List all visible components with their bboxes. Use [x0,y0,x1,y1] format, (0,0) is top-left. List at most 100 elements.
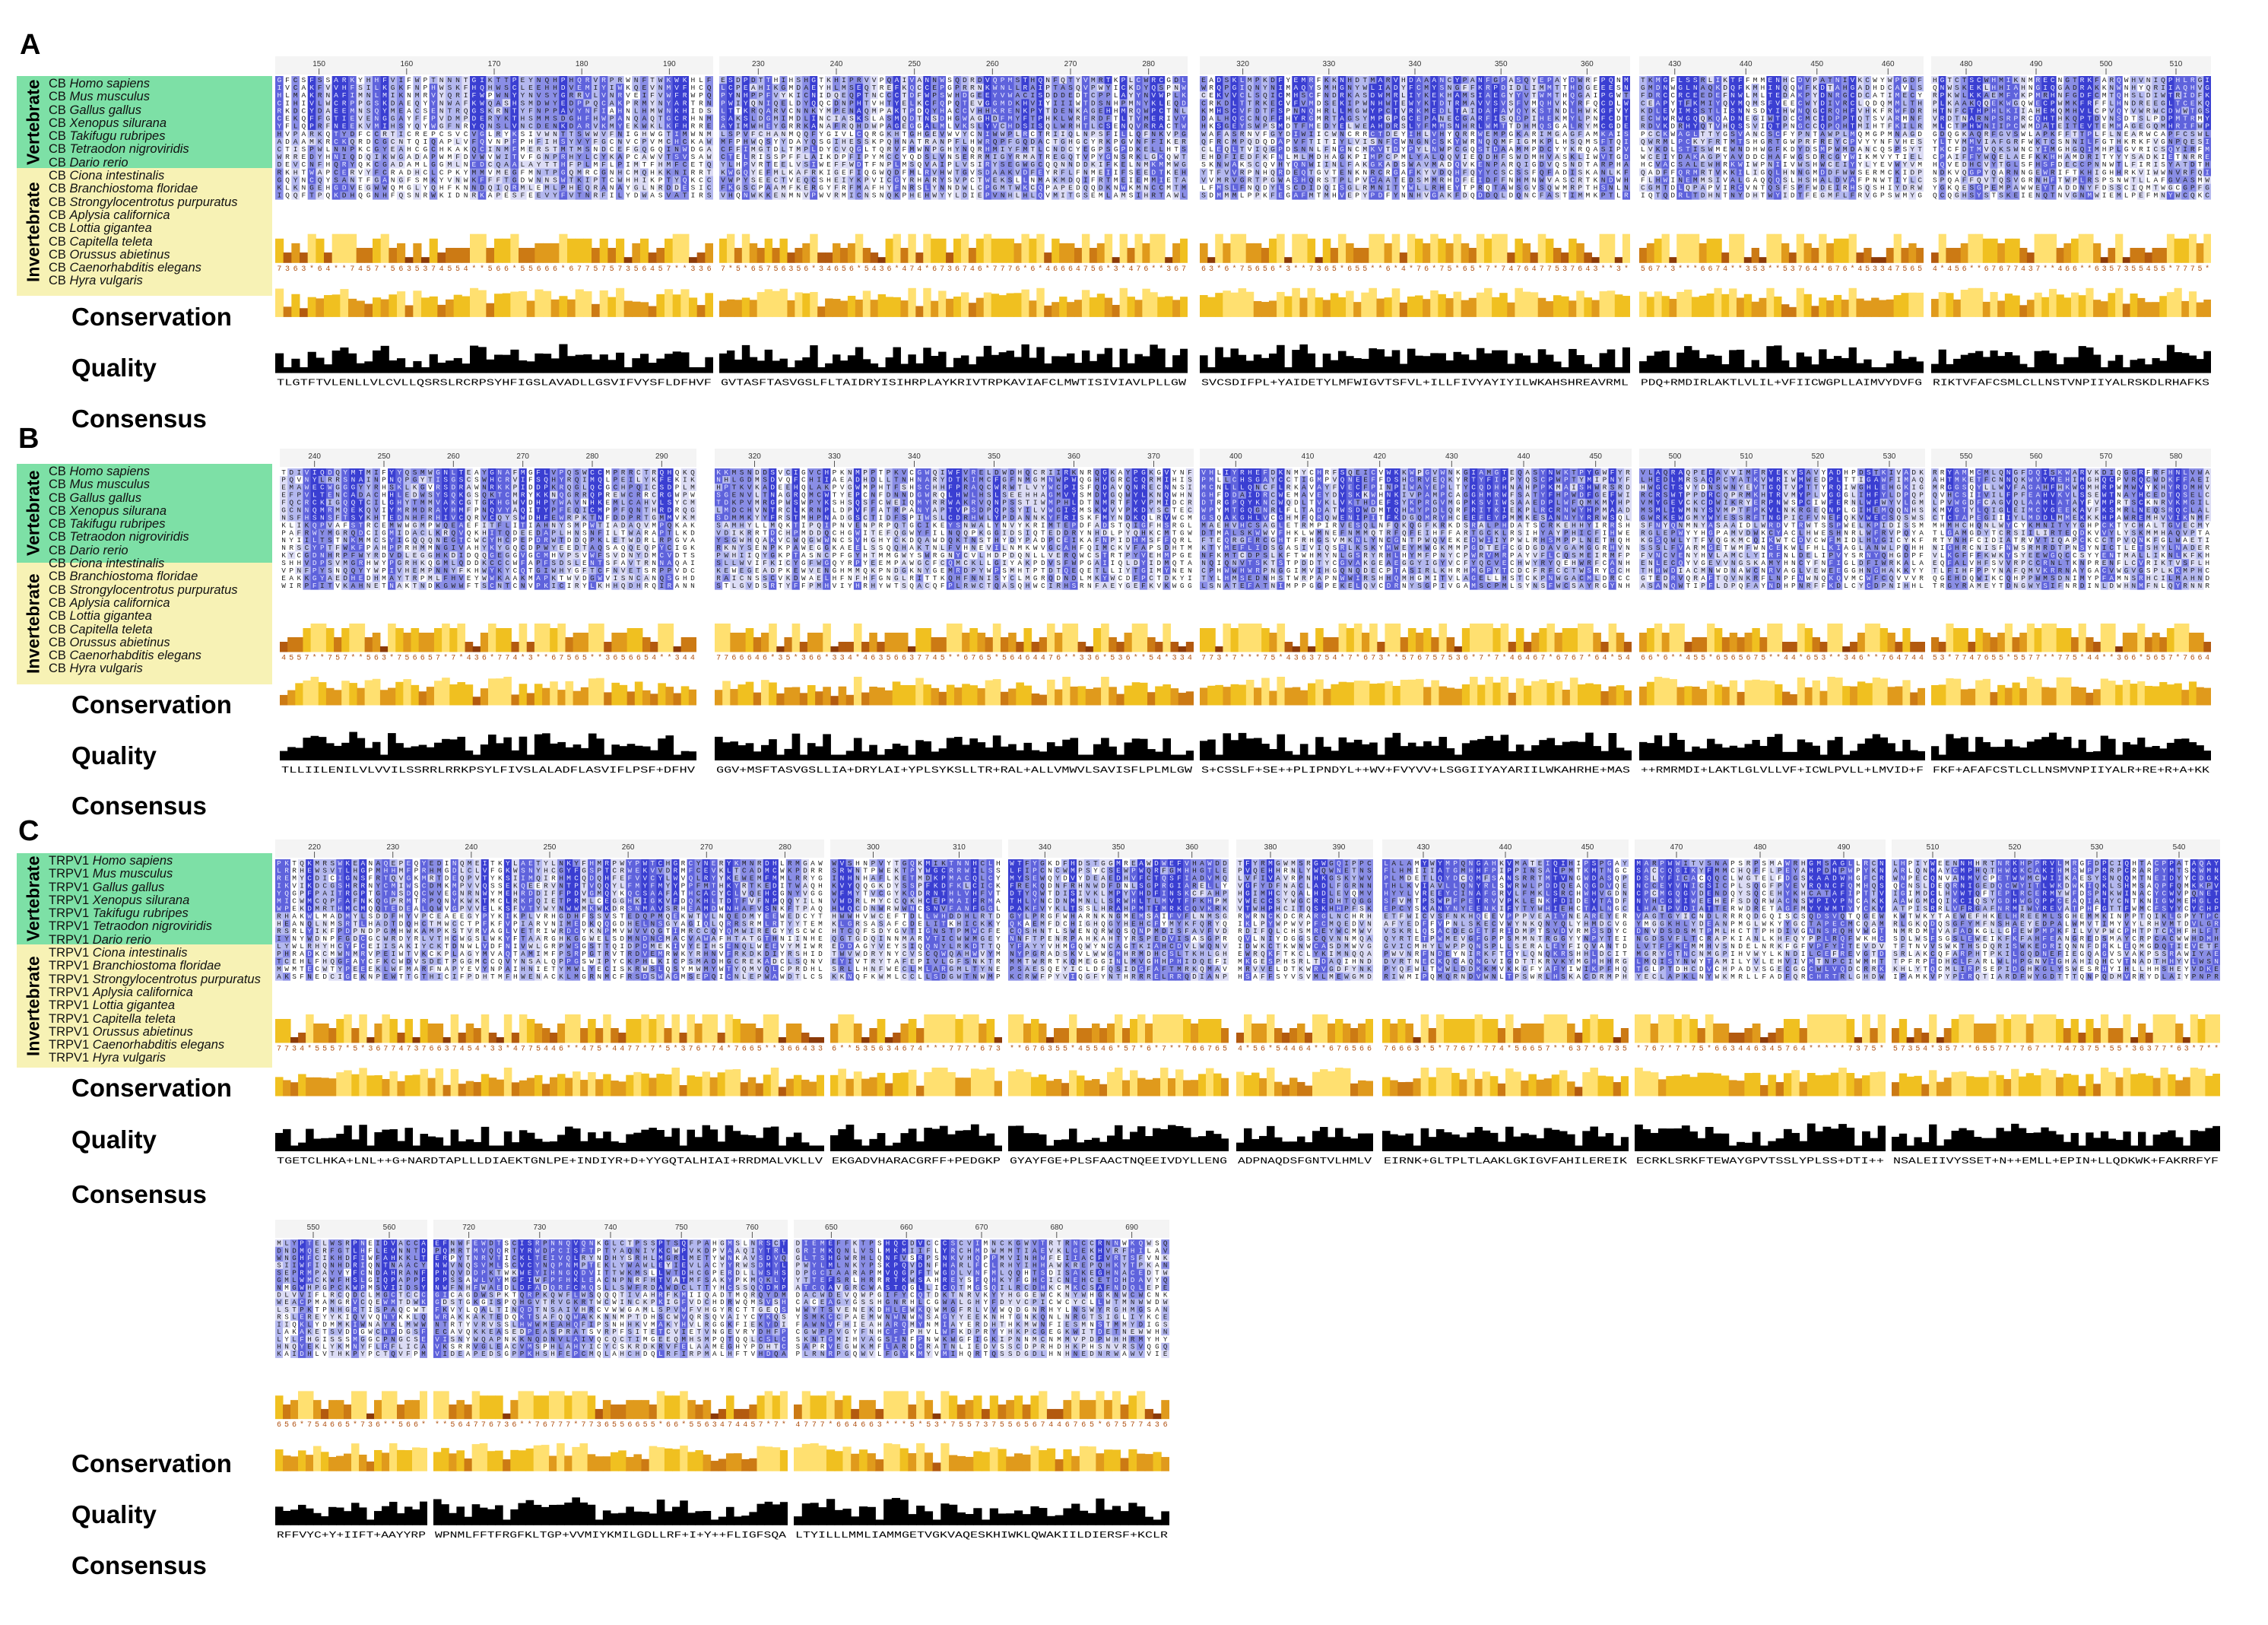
svg-text:D: D [342,184,347,192]
svg-text:R: R [774,106,779,115]
svg-text:N: N [811,91,816,100]
svg-text:T: T [447,106,452,115]
svg-text:A: A [1121,91,1126,100]
svg-text:C: C [666,138,671,146]
svg-text:F: F [766,91,771,100]
svg-text:K: K [1023,106,1027,115]
svg-text:D: D [1091,99,1096,107]
svg-text:H: H [1045,115,1050,123]
svg-text:S: S [480,106,484,115]
svg-text:Y: Y [382,106,387,115]
svg-text:E: E [1068,91,1073,100]
svg-text:K: K [382,153,387,161]
quality-track [1236,1068,1373,1097]
protein-prefix: TRPV1 [49,959,93,973]
svg-text:P: P [1091,130,1096,138]
protein-prefix: CB [49,609,70,623]
svg-text:K: K [887,130,892,138]
svg-text:C: C [601,99,606,107]
svg-text:C: C [1001,122,1005,131]
svg-text:Q: Q [811,138,816,146]
svg-text:*: * [674,265,679,274]
svg-text:I: I [423,138,427,146]
ruler-tick-label: 420 [1373,452,1386,461]
svg-text:7: 7 [601,265,606,274]
ruler-tick-label: 270 [516,452,529,461]
svg-text:V: V [569,192,573,200]
svg-text:Q: Q [285,176,290,184]
svg-text:F: F [955,138,960,146]
svg-text:G: G [1061,138,1065,146]
svg-text:N: N [699,130,703,138]
svg-text:*: * [480,265,484,274]
svg-text:E: E [774,192,779,200]
svg-text:M: M [391,106,395,115]
svg-text:Q: Q [488,99,493,107]
svg-text:Y: Y [744,99,748,107]
svg-text:N: N [358,106,363,115]
svg-text:E: E [902,122,907,131]
svg-text:Q: Q [301,115,306,123]
svg-text:K: K [285,106,290,115]
svg-text:W: W [1182,84,1186,92]
svg-text:P: P [880,76,884,84]
svg-text:I: I [544,138,549,146]
svg-text:G: G [782,122,786,131]
svg-text:K: K [1182,91,1186,100]
svg-text:R: R [1129,106,1134,115]
svg-text:M: M [309,138,314,146]
svg-text:E: E [318,184,322,192]
svg-text:I: I [1114,130,1118,138]
protein-prefix: CB [49,530,70,544]
svg-text:W: W [1144,106,1148,115]
protein-prefix: CB [49,77,70,90]
svg-text:C: C [293,76,298,84]
position-ruler: 230 240 250 260 270 280 [719,56,1188,75]
protein-prefix: TRPV1 [49,973,93,986]
conservation-track: 4 7 7 7 * 6 6 4 6 6 3 * * * 5 * 5 3 * 7 5 5 7 3 7 5 5 6 5 6 7 4 4 6 7 6 5 * 6 7… [794,1391,1169,1430]
svg-text:F: F [318,115,322,123]
svg-text:Q: Q [1038,76,1042,84]
svg-text:P: P [577,160,582,169]
position-ruler: 320 330 340 350 360 [1200,56,1630,75]
svg-text:5: 5 [488,265,493,274]
svg-text:Y: Y [819,130,823,138]
svg-text:T: T [788,145,793,154]
svg-text:S: S [1038,91,1042,100]
svg-text:L: L [721,106,725,115]
svg-text:F: F [464,84,468,92]
svg-text:K: K [309,84,314,92]
svg-text:S: S [423,106,427,115]
ruler-tick-label: 280 [1142,60,1155,68]
svg-text:M: M [721,138,725,146]
protein-prefix: TRPV1 [49,854,93,868]
svg-text:P: P [1121,145,1126,154]
svg-text:V: V [488,138,493,146]
svg-text:V: V [1129,138,1134,146]
svg-text:T: T [569,176,573,184]
svg-text:Q: Q [759,106,763,115]
svg-text:Q: Q [1129,122,1134,131]
svg-text:V: V [358,168,363,176]
svg-text:N: N [925,115,929,123]
svg-text:M: M [593,160,598,169]
svg-text:T: T [690,99,695,107]
species-row: CB Capitella teleta [49,623,238,636]
species-name: Orussus abietinus [70,248,170,262]
svg-text:M: M [1121,192,1126,200]
svg-text:C: C [887,91,892,100]
svg-text:E: E [366,115,371,123]
svg-text:P: P [496,192,500,200]
svg-text:W: W [617,84,622,92]
ruler-tick-label: 360 [1185,843,1198,852]
svg-text:M: M [480,168,484,176]
svg-text:F: F [309,115,314,123]
species-name: Strongylocentrotus purpuratus [70,583,238,597]
svg-text:L: L [520,160,525,169]
svg-text:D: D [1030,138,1035,146]
svg-text:5: 5 [528,265,533,274]
svg-text:N: N [301,184,306,192]
svg-text:D: D [1061,91,1065,100]
